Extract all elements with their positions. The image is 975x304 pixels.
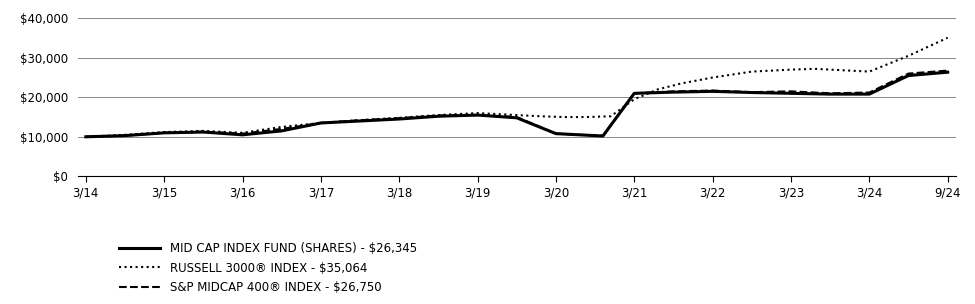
Legend: MID CAP INDEX FUND (SHARES) - $26,345, RUSSELL 3000® INDEX - $35,064, S&P MIDCAP: MID CAP INDEX FUND (SHARES) - $26,345, R… [119, 242, 417, 294]
